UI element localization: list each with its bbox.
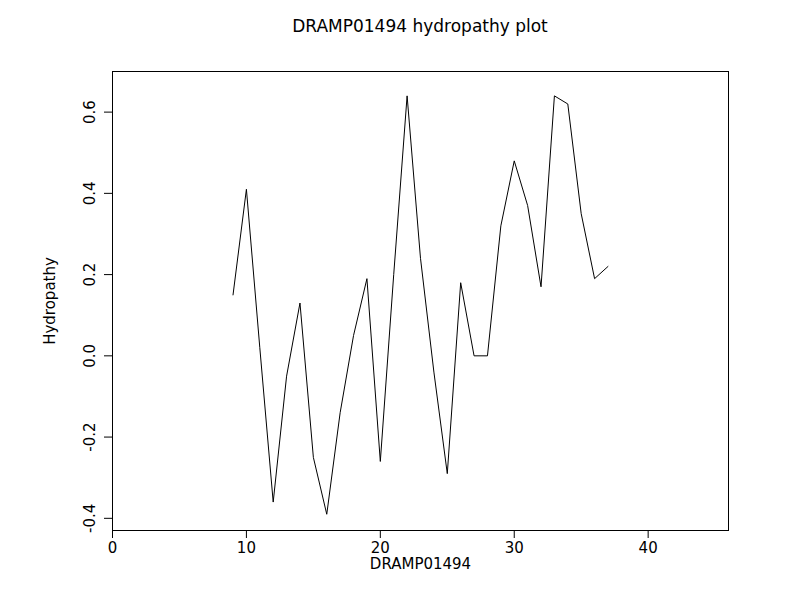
svg-text:10: 10 (237, 539, 256, 557)
svg-text:0: 0 (108, 539, 118, 557)
svg-text:0.4: 0.4 (81, 181, 99, 205)
svg-text:20: 20 (370, 539, 390, 558)
svg-text:40: 40 (639, 539, 658, 557)
svg-text:0.2: 0.2 (81, 263, 99, 287)
svg-text:-0.2: -0.2 (81, 422, 99, 451)
svg-text:0.0: 0.0 (81, 344, 99, 368)
svg-text:-0.4: -0.4 (81, 504, 99, 533)
html-text:DRAMP01494 hydropathy plot: DRAMP01494 hydropathy plot (292, 16, 548, 36)
svg-text:Hydropathy: Hydropathy (41, 257, 59, 345)
svg-text:30: 30 (505, 539, 524, 557)
svg-text:DRAMP01494: DRAMP01494 (370, 555, 471, 573)
svg-text:0.6: 0.6 (81, 100, 99, 124)
